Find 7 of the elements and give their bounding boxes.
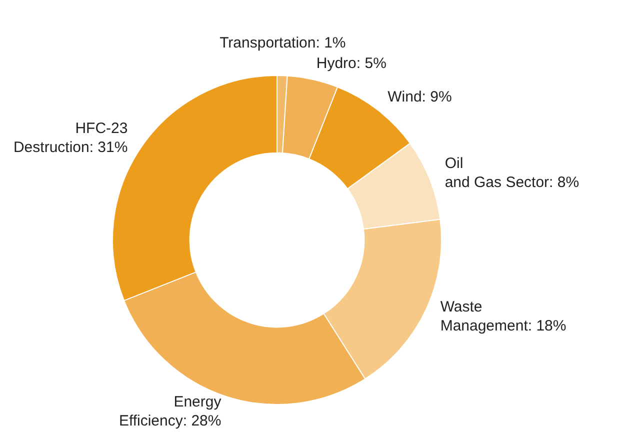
slice-label: Wind: 9% — [388, 88, 452, 106]
slice-label: Energy Efficiency: 28% — [118, 393, 222, 430]
slice-label: Hydro: 5% — [316, 54, 386, 72]
slice-label: Transportation: 1% — [220, 34, 346, 52]
slice-label: HFC-23 Destruction: 31% — [13, 120, 128, 156]
slice-label: Waste Management: 18% — [440, 298, 566, 334]
slice-label: Oil and Gas Sector: 8% — [444, 155, 580, 192]
